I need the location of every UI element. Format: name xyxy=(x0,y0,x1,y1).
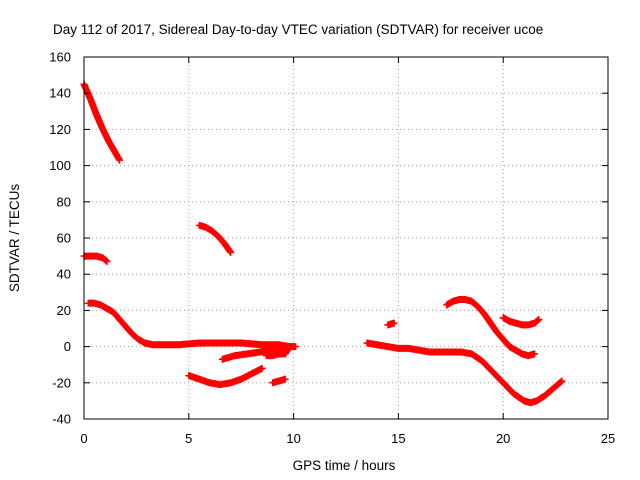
grid-layer xyxy=(84,57,608,419)
y-axis-label: SDTVAR / TECUs xyxy=(7,184,22,293)
data-point xyxy=(281,375,289,383)
series-arc-7 xyxy=(262,346,291,360)
y-tick-label: 160 xyxy=(49,50,71,65)
series-arc-9 xyxy=(384,319,398,329)
y-tick-label: 120 xyxy=(49,122,71,137)
data-point xyxy=(102,257,110,265)
y-tick-label: 0 xyxy=(64,339,71,354)
y-tick-label: 140 xyxy=(49,86,71,101)
x-tick-label: 25 xyxy=(601,431,615,446)
series-arc-5 xyxy=(185,364,266,389)
data-point xyxy=(534,316,542,324)
series-arc-4 xyxy=(195,221,235,256)
data-point xyxy=(116,156,124,164)
y-tick-label: 100 xyxy=(49,158,71,173)
x-tick-label: 20 xyxy=(496,431,510,446)
data-point xyxy=(558,377,566,385)
x-tick-label: 15 xyxy=(391,431,405,446)
x-axis-label: GPS time / hours xyxy=(293,458,396,473)
data-point xyxy=(531,350,539,358)
tick-layer: 0 5 10 15 20 25 -40 -20 0 20 40 60 80 100 120 140 160 xyxy=(49,50,615,447)
plot-frame xyxy=(83,56,609,420)
x-tick-label: 10 xyxy=(286,431,300,446)
series-arc-2 xyxy=(80,252,111,266)
y-tick-label: 20 xyxy=(57,303,71,318)
data-point xyxy=(535,315,543,323)
data-point xyxy=(103,258,111,266)
series-arc-12 xyxy=(499,314,543,329)
data-point xyxy=(258,364,266,372)
y-tick-label: 80 xyxy=(57,194,71,209)
x-tick-label: 0 xyxy=(80,431,87,446)
series-arc-11 xyxy=(443,296,539,360)
y-tick-label: 40 xyxy=(57,267,71,282)
data-point xyxy=(390,319,398,327)
data-point xyxy=(292,343,300,351)
y-tick-label: -20 xyxy=(52,375,71,390)
series-arc-8 xyxy=(269,375,289,387)
chart-title: Day 112 of 2017, Sidereal Day-to-day VTE… xyxy=(53,22,543,37)
x-tick-label: 5 xyxy=(185,431,192,446)
series-arc-1 xyxy=(80,80,124,164)
plot-layer xyxy=(80,80,566,407)
series-arc-3 xyxy=(84,299,300,351)
data-point xyxy=(283,346,291,354)
series-arc-10 xyxy=(363,339,566,407)
data-point xyxy=(557,378,565,386)
y-tick-label: -40 xyxy=(52,412,71,427)
y-tick-label: 60 xyxy=(57,231,71,246)
data-point xyxy=(227,248,235,256)
